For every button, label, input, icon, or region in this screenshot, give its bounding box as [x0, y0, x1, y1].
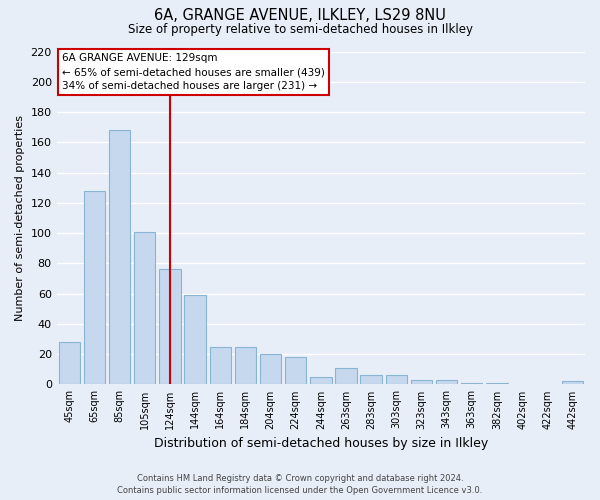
Bar	[285, 357, 307, 384]
Bar	[562, 382, 583, 384]
Bar	[260, 354, 281, 384]
Bar	[386, 376, 407, 384]
Bar	[159, 270, 181, 384]
Bar	[109, 130, 130, 384]
Bar	[436, 380, 457, 384]
X-axis label: Distribution of semi-detached houses by size in Ilkley: Distribution of semi-detached houses by …	[154, 437, 488, 450]
Text: 6A GRANGE AVENUE: 129sqm
← 65% of semi-detached houses are smaller (439)
34% of : 6A GRANGE AVENUE: 129sqm ← 65% of semi-d…	[62, 53, 325, 91]
Bar	[361, 376, 382, 384]
Bar	[235, 346, 256, 385]
Bar	[84, 190, 105, 384]
Bar	[134, 232, 155, 384]
Bar	[461, 383, 482, 384]
Y-axis label: Number of semi-detached properties: Number of semi-detached properties	[15, 115, 25, 321]
Bar	[184, 295, 206, 384]
Text: Contains HM Land Registry data © Crown copyright and database right 2024.
Contai: Contains HM Land Registry data © Crown c…	[118, 474, 482, 495]
Bar	[59, 342, 80, 384]
Bar	[310, 377, 332, 384]
Bar	[486, 383, 508, 384]
Text: 6A, GRANGE AVENUE, ILKLEY, LS29 8NU: 6A, GRANGE AVENUE, ILKLEY, LS29 8NU	[154, 8, 446, 22]
Bar	[209, 346, 231, 385]
Text: Size of property relative to semi-detached houses in Ilkley: Size of property relative to semi-detach…	[128, 22, 473, 36]
Bar	[411, 380, 432, 384]
Bar	[335, 368, 356, 384]
